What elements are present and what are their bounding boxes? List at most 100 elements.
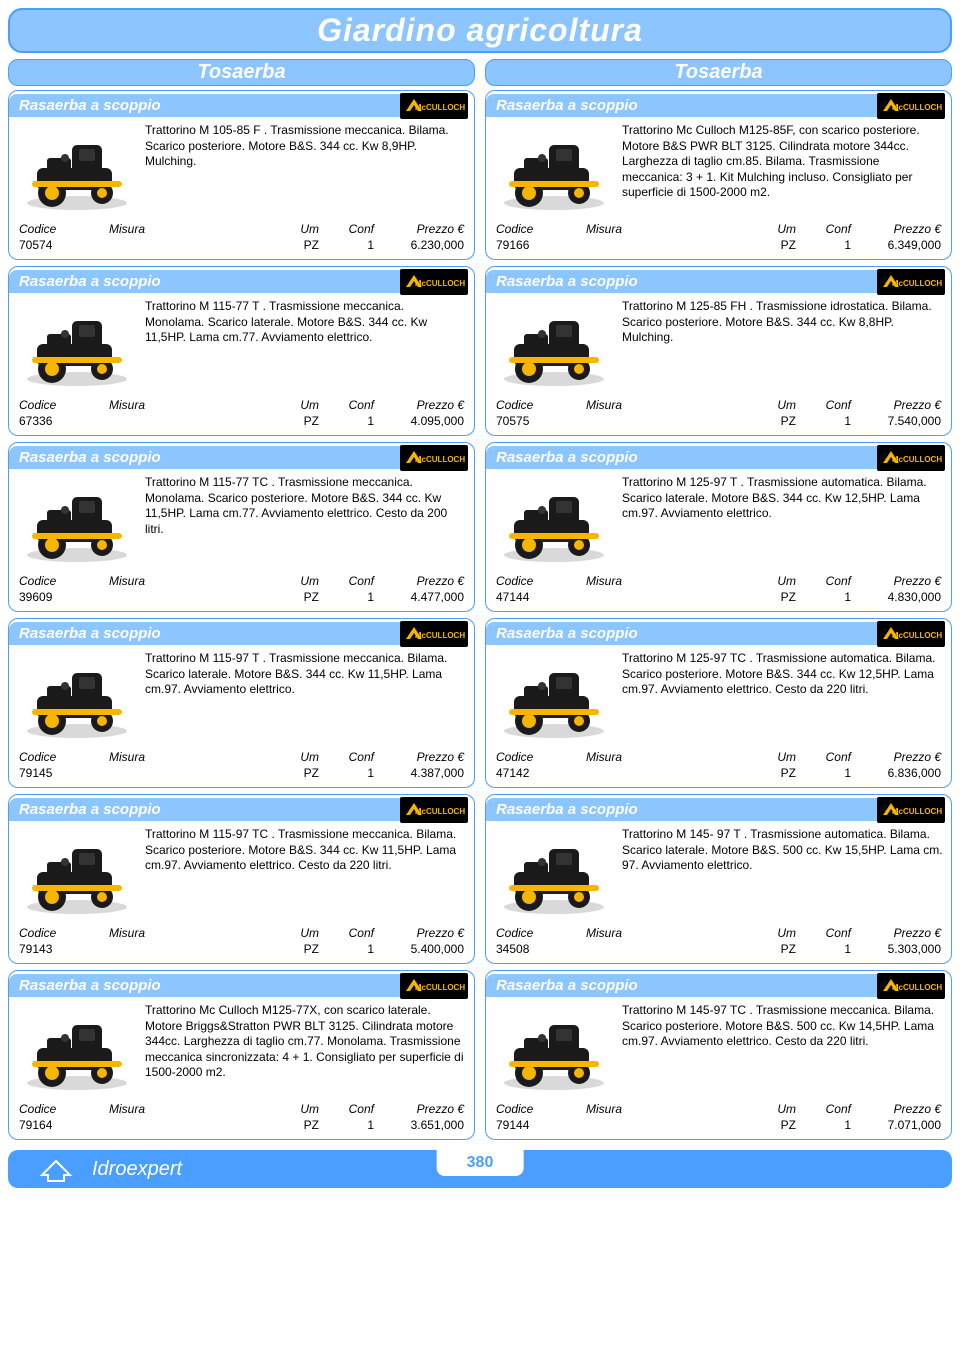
td-prezzo: 6.836,000 <box>853 765 943 781</box>
brand-badge: McCULLOCH <box>400 269 468 295</box>
table-header-row: Codice Misura Um Conf Prezzo € <box>494 221 943 237</box>
th-misura: Misura <box>584 1101 743 1117</box>
th-conf: Conf <box>798 221 853 237</box>
table-data-row: 34508 PZ 1 5.303,000 <box>494 941 943 957</box>
table-header-row: Codice Misura Um Conf Prezzo € <box>494 925 943 941</box>
th-codice: Codice <box>17 749 107 765</box>
svg-text:McCULLOCH: McCULLOCH <box>415 983 465 992</box>
table-data-row: 70574 PZ 1 6.230,000 <box>17 237 466 253</box>
brand-badge-icon: McCULLOCH <box>400 445 468 471</box>
th-prezzo: Prezzo € <box>853 573 943 589</box>
td-codice: 39609 <box>17 589 107 605</box>
price-table: Codice Misura Um Conf Prezzo € 79143 PZ … <box>9 923 474 963</box>
price-table: Codice Misura Um Conf Prezzo € 79164 PZ … <box>9 1099 474 1139</box>
product-image <box>17 1003 137 1093</box>
mower-icon <box>494 123 614 213</box>
table-header-row: Codice Misura Um Conf Prezzo € <box>17 925 466 941</box>
section-bar-right: Tosaerba <box>485 59 952 86</box>
mower-icon <box>494 827 614 917</box>
table-header-row: Codice Misura Um Conf Prezzo € <box>494 397 943 413</box>
brand-badge: McCULLOCH <box>877 269 945 295</box>
card-header: Rasaerba a scoppio McCULLOCH <box>9 619 474 647</box>
product-description: Trattorino M 105-85 F . Trasmissione mec… <box>145 123 466 217</box>
card-body: Trattorino Mc Culloch M125-85F, con scar… <box>486 119 951 219</box>
product-image <box>494 123 614 213</box>
table-data-row: 79145 PZ 1 4.387,000 <box>17 765 466 781</box>
th-um: Um <box>266 397 321 413</box>
th-conf: Conf <box>321 925 376 941</box>
mower-icon <box>494 299 614 389</box>
page-footer: Idroexpert 380 <box>8 1150 952 1188</box>
card-row: Rasaerba a scoppio McCULLOCH Trattorino … <box>8 90 952 266</box>
th-codice: Codice <box>494 1101 584 1117</box>
subcategory-label: Rasaerba a scoppio <box>486 974 877 997</box>
product-card: Rasaerba a scoppio McCULLOCH Trattorino … <box>8 794 475 964</box>
product-description: Trattorino M 125-85 FH . Trasmissione id… <box>622 299 943 393</box>
subcategory-label: Rasaerba a scoppio <box>9 798 400 821</box>
card-row: Rasaerba a scoppio McCULLOCH Trattorino … <box>8 794 952 970</box>
td-conf: 1 <box>798 237 853 253</box>
brand-badge-icon: McCULLOCH <box>400 93 468 119</box>
card-header: Rasaerba a scoppio McCULLOCH <box>486 971 951 999</box>
td-um: PZ <box>266 1117 321 1133</box>
subcategory-label: Rasaerba a scoppio <box>486 622 877 645</box>
th-prezzo: Prezzo € <box>376 397 466 413</box>
td-um: PZ <box>743 765 798 781</box>
product-image <box>494 827 614 917</box>
table-header-row: Codice Misura Um Conf Prezzo € <box>494 573 943 589</box>
price-table: Codice Misura Um Conf Prezzo € 70575 PZ … <box>486 395 951 435</box>
card-body: Trattorino M 115-97 T . Trasmissione mec… <box>9 647 474 747</box>
th-misura: Misura <box>107 1101 266 1117</box>
th-conf: Conf <box>798 925 853 941</box>
th-codice: Codice <box>17 573 107 589</box>
product-image <box>494 299 614 389</box>
th-codice: Codice <box>494 573 584 589</box>
th-conf: Conf <box>321 573 376 589</box>
card-row: Rasaerba a scoppio McCULLOCH Trattorino … <box>8 266 952 442</box>
th-um: Um <box>743 925 798 941</box>
th-um: Um <box>266 1101 321 1117</box>
product-card: Rasaerba a scoppio McCULLOCH Trattorino … <box>8 90 475 260</box>
th-um: Um <box>743 221 798 237</box>
subcategory-label: Rasaerba a scoppio <box>9 622 400 645</box>
price-table: Codice Misura Um Conf Prezzo € 79144 PZ … <box>486 1099 951 1139</box>
brand-badge-icon: McCULLOCH <box>877 93 945 119</box>
td-misura <box>107 1117 266 1133</box>
brand-badge: McCULLOCH <box>400 797 468 823</box>
td-prezzo: 6.349,000 <box>853 237 943 253</box>
product-image <box>494 475 614 565</box>
svg-text:McCULLOCH: McCULLOCH <box>892 455 942 464</box>
td-misura <box>107 589 266 605</box>
brand-badge: McCULLOCH <box>400 445 468 471</box>
td-conf: 1 <box>321 237 376 253</box>
brand-badge-icon: McCULLOCH <box>400 269 468 295</box>
brand-badge-icon: McCULLOCH <box>877 445 945 471</box>
subcategory-label: Rasaerba a scoppio <box>9 446 400 469</box>
card-body: Trattorino M 105-85 F . Trasmissione mec… <box>9 119 474 219</box>
td-um: PZ <box>266 237 321 253</box>
product-image <box>494 651 614 741</box>
footer-logo-icon <box>38 1155 74 1183</box>
card-body: Trattorino M 145-97 TC . Trasmissione me… <box>486 999 951 1099</box>
svg-text:McCULLOCH: McCULLOCH <box>892 807 942 816</box>
mower-icon <box>494 651 614 741</box>
card-body: Trattorino M 115-77 T . Trasmissione mec… <box>9 295 474 395</box>
svg-text:McCULLOCH: McCULLOCH <box>892 279 942 288</box>
product-image <box>17 827 137 917</box>
th-um: Um <box>266 749 321 765</box>
brand-badge: McCULLOCH <box>877 445 945 471</box>
product-image <box>17 651 137 741</box>
td-um: PZ <box>743 941 798 957</box>
th-conf: Conf <box>798 573 853 589</box>
product-description: Trattorino M 115-97 TC . Trasmissione me… <box>145 827 466 921</box>
th-prezzo: Prezzo € <box>376 1101 466 1117</box>
mower-icon <box>494 1003 614 1093</box>
product-description: Trattorino M 145- 97 T . Trasmissione au… <box>622 827 943 921</box>
th-conf: Conf <box>321 1101 376 1117</box>
brand-badge-icon: McCULLOCH <box>877 973 945 999</box>
catalog-page: Giardino agricoltura Tosaerba Tosaerba R… <box>0 0 960 1196</box>
card-header: Rasaerba a scoppio McCULLOCH <box>9 443 474 471</box>
product-card: Rasaerba a scoppio McCULLOCH Trattorino … <box>485 266 952 436</box>
product-description: Trattorino Mc Culloch M125-85F, con scar… <box>622 123 943 217</box>
td-misura <box>584 941 743 957</box>
